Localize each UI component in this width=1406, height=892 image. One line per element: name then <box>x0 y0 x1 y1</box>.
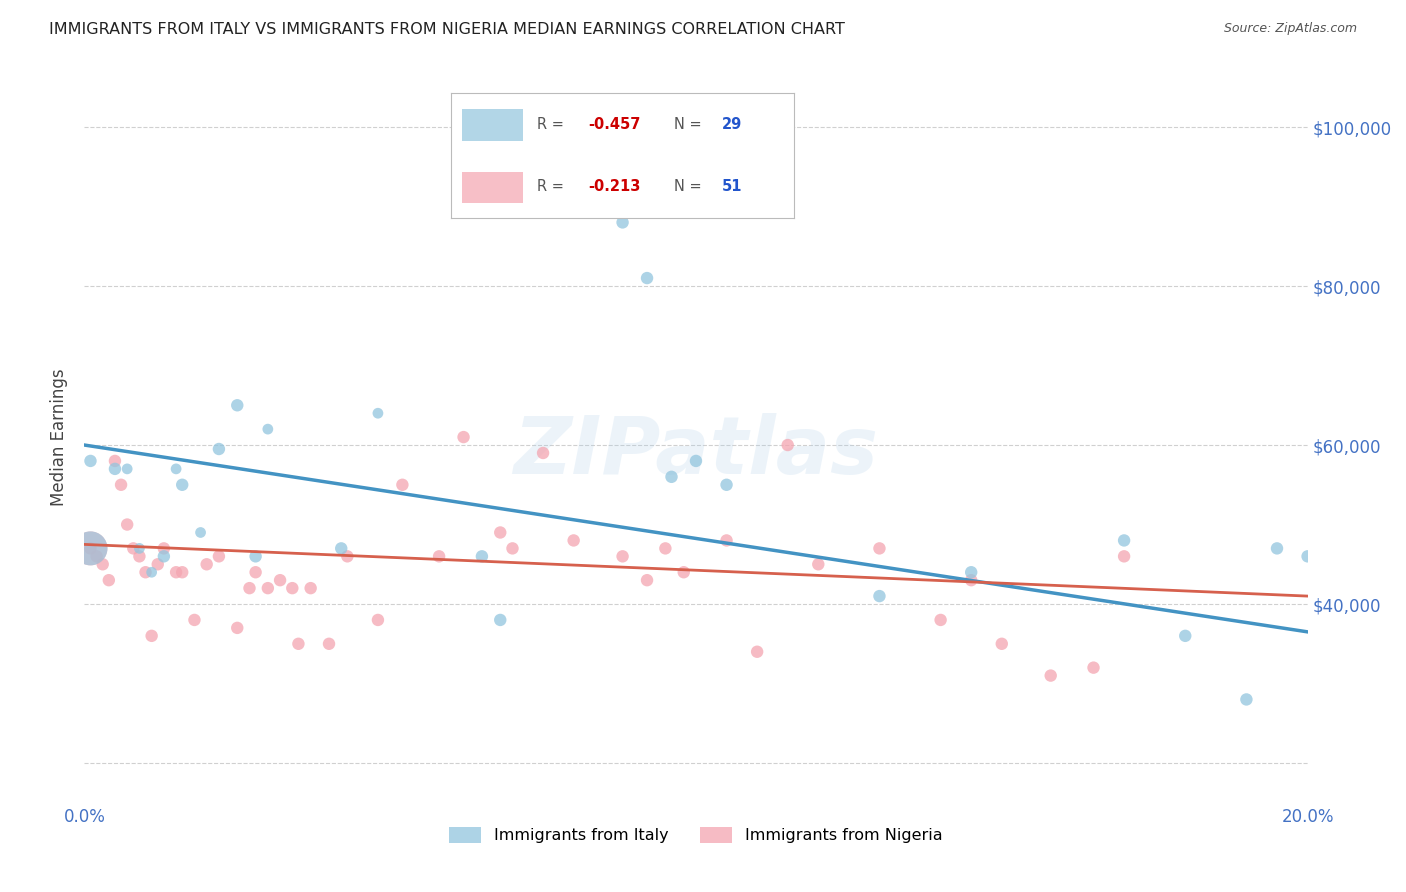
Point <box>1039 668 1062 682</box>
Point <box>1114 533 1136 548</box>
Point <box>208 549 231 564</box>
Point <box>869 589 891 603</box>
Point <box>489 613 512 627</box>
Point <box>299 581 322 595</box>
Point <box>960 573 983 587</box>
Point <box>747 645 769 659</box>
Point <box>716 533 738 548</box>
Point <box>190 525 212 540</box>
Text: IMMIGRANTS FROM ITALY VS IMMIGRANTS FROM NIGERIA MEDIAN EARNINGS CORRELATION CHA: IMMIGRANTS FROM ITALY VS IMMIGRANTS FROM… <box>49 22 845 37</box>
Point <box>195 558 218 572</box>
Point <box>716 477 738 491</box>
Point <box>128 549 150 564</box>
Point <box>172 477 194 491</box>
Point <box>287 637 309 651</box>
Point <box>79 541 101 556</box>
Point <box>110 477 132 491</box>
Point <box>91 558 114 572</box>
Point <box>1236 692 1258 706</box>
Point <box>141 566 163 580</box>
Text: Source: ZipAtlas.com: Source: ZipAtlas.com <box>1223 22 1357 36</box>
Point <box>153 549 176 564</box>
Point <box>453 430 475 444</box>
Point <box>685 454 707 468</box>
Y-axis label: Median Earnings: Median Earnings <box>51 368 69 506</box>
Point <box>128 541 150 556</box>
Point <box>427 549 450 564</box>
Point <box>183 613 205 627</box>
Point <box>97 573 120 587</box>
Point <box>672 566 695 580</box>
Point <box>257 422 280 436</box>
Point <box>281 581 304 595</box>
Point <box>238 581 260 595</box>
Point <box>245 549 267 564</box>
Text: ZIPatlas: ZIPatlas <box>513 413 879 491</box>
Point <box>122 541 145 556</box>
Point <box>226 398 249 412</box>
Point <box>104 462 127 476</box>
Point <box>153 541 176 556</box>
Point <box>471 549 494 564</box>
Point <box>1174 629 1197 643</box>
Point <box>104 454 127 468</box>
Point <box>661 470 683 484</box>
Point <box>612 215 634 229</box>
Point <box>531 446 554 460</box>
Point <box>1265 541 1288 556</box>
Point <box>172 566 194 580</box>
Point <box>245 566 267 580</box>
Point <box>391 477 413 491</box>
Point <box>1083 660 1105 674</box>
Point <box>226 621 249 635</box>
Point <box>165 462 187 476</box>
Point <box>115 462 138 476</box>
Legend: Immigrants from Italy, Immigrants from Nigeria: Immigrants from Italy, Immigrants from N… <box>443 821 949 850</box>
Point <box>489 525 512 540</box>
Point <box>869 541 891 556</box>
Point <box>86 549 108 564</box>
Point <box>115 517 138 532</box>
Point <box>991 637 1014 651</box>
Point <box>654 541 676 556</box>
Point <box>318 637 340 651</box>
Point <box>257 581 280 595</box>
Point <box>776 438 799 452</box>
Point <box>960 566 983 580</box>
Point <box>336 549 359 564</box>
Point <box>208 442 231 456</box>
Point <box>79 454 101 468</box>
Point <box>562 533 585 548</box>
Point <box>929 613 952 627</box>
Point <box>636 271 658 285</box>
Point <box>165 566 187 580</box>
Point <box>502 541 524 556</box>
Point <box>1114 549 1136 564</box>
Point <box>146 558 169 572</box>
Point <box>135 566 157 580</box>
Point <box>79 541 101 556</box>
Point <box>367 613 389 627</box>
Point <box>612 549 634 564</box>
Point <box>269 573 291 587</box>
Point <box>79 541 101 556</box>
Point <box>636 573 658 587</box>
Point <box>330 541 353 556</box>
Point <box>807 558 830 572</box>
Point <box>141 629 163 643</box>
Point <box>1296 549 1319 564</box>
Point <box>367 406 389 420</box>
